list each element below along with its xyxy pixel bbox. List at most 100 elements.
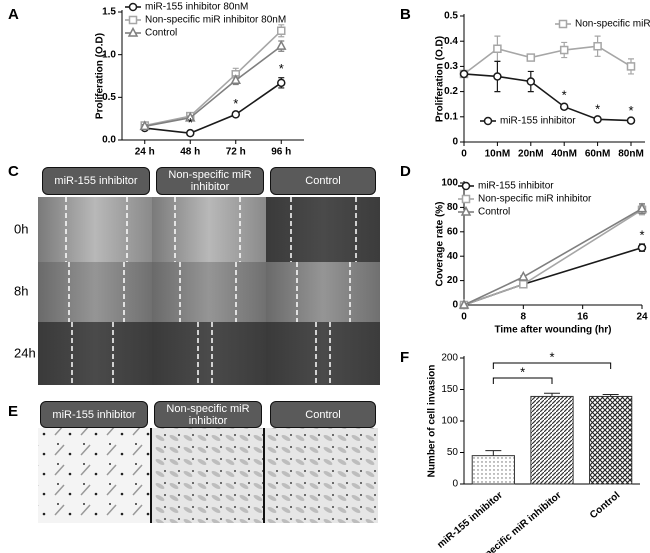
micrograph-e	[38, 428, 378, 523]
y-tick-label: 50	[447, 447, 459, 458]
significance-mark: *	[279, 61, 284, 76]
marker	[559, 102, 569, 111]
bar	[589, 395, 633, 485]
marker	[526, 77, 536, 86]
line	[144, 82, 282, 134]
marker	[483, 116, 493, 126]
row-label: 24h	[14, 345, 36, 360]
y-tick-label: 0.4	[444, 36, 458, 47]
marker	[127, 26, 139, 37]
y-tick-label: 100	[441, 416, 458, 427]
series	[459, 35, 636, 79]
marker	[186, 128, 195, 138]
significance-mark: *	[628, 103, 633, 118]
y-tick-label: 0.5	[102, 92, 116, 103]
y-tick-label: 1.5	[102, 7, 116, 18]
significance-mark: *	[595, 101, 600, 116]
marker	[231, 110, 240, 119]
marker	[230, 74, 241, 85]
marker	[519, 280, 528, 289]
marker	[593, 41, 602, 51]
y-axis-label: Proliferation (O.D)	[435, 36, 446, 122]
panel-label: B	[400, 6, 411, 23]
y-tick-label: 40	[447, 251, 459, 262]
marker	[139, 120, 150, 131]
panel-label: E	[8, 403, 18, 420]
legend-label: Control	[478, 207, 510, 218]
line	[144, 30, 282, 127]
line	[463, 45, 632, 75]
y-axis-label: Proliferation (O.D)	[95, 33, 106, 119]
x-tick-label: 0	[461, 149, 467, 160]
panel-label: C	[8, 163, 19, 180]
marker	[128, 15, 138, 25]
x-tick-label: 24	[636, 312, 648, 323]
marker	[593, 115, 602, 124]
significance-bracket	[492, 362, 612, 369]
y-tick-label: 1.0	[102, 49, 116, 60]
marker	[277, 78, 286, 88]
legend-label: Non-specific miR inhibitor	[575, 19, 650, 30]
x-tick-label: 40nM	[551, 149, 577, 160]
marker	[518, 270, 529, 281]
significance-mark: *	[562, 88, 567, 103]
x-tick-label: 72 h	[226, 147, 246, 158]
column-header: Non-specific miR inhibitor	[156, 167, 264, 195]
marker	[128, 2, 138, 12]
significance-bracket	[492, 377, 553, 384]
series	[140, 77, 286, 138]
error-bar	[544, 392, 560, 397]
significance-mark: *	[233, 96, 238, 111]
marker	[493, 44, 502, 54]
y-tick-label: 150	[441, 384, 458, 395]
bar	[530, 395, 574, 485]
bar	[471, 455, 515, 485]
y-tick-label: 0.3	[444, 61, 458, 72]
series	[140, 24, 286, 130]
series	[459, 243, 647, 310]
y-tick-label: 0.5	[444, 11, 458, 22]
x-tick-label: 20nM	[518, 149, 544, 160]
panel-label: A	[8, 6, 19, 23]
y-tick-label: 0.0	[102, 135, 116, 146]
line	[144, 45, 282, 128]
panel-label: D	[400, 163, 411, 180]
column-header: Control	[270, 167, 376, 195]
y-tick-label: 20	[447, 275, 459, 286]
y-axis-label: Coverage rate (%)	[435, 201, 446, 286]
y-tick-label: 60	[447, 226, 459, 237]
y-tick-label: 0	[452, 479, 458, 490]
x-tick-label: 0	[461, 312, 467, 323]
marker	[526, 53, 536, 62]
marker	[637, 243, 647, 252]
legend-label: Control	[145, 28, 177, 39]
x-tick-label: 16	[577, 312, 589, 323]
significance-mark: *	[549, 349, 554, 364]
marker	[461, 181, 471, 191]
column-header: miR-155 inhibitor	[40, 401, 148, 428]
series	[459, 60, 636, 125]
panel-label: F	[400, 349, 409, 366]
x-tick-label: 10nM	[485, 149, 511, 160]
y-tick-label: 0.1	[444, 111, 458, 122]
significance-mark: *	[639, 227, 644, 242]
line	[463, 207, 643, 306]
row-label: 8h	[14, 283, 28, 298]
series	[139, 40, 287, 131]
x-axis-label: Time after wounding (hr)	[494, 325, 611, 336]
y-axis-label: Number of cell invasion	[427, 365, 438, 478]
marker	[461, 194, 471, 204]
marker	[458, 298, 470, 309]
legend-label: Non-specific miR inhibitor	[478, 194, 592, 205]
x-tick-label: Control	[588, 490, 622, 521]
error-bar	[485, 450, 502, 456]
legend-label: miR-155 inhibitor	[478, 181, 554, 192]
micrograph-c	[38, 197, 380, 385]
row-label: 0h	[14, 221, 28, 236]
marker	[459, 69, 469, 79]
x-tick-label: 24 h	[135, 147, 155, 158]
column-header: Non-specific miR inhibitor	[154, 401, 262, 428]
y-tick-label: 100	[441, 178, 458, 189]
legend-label: miR-155 inhibitor	[500, 116, 576, 127]
